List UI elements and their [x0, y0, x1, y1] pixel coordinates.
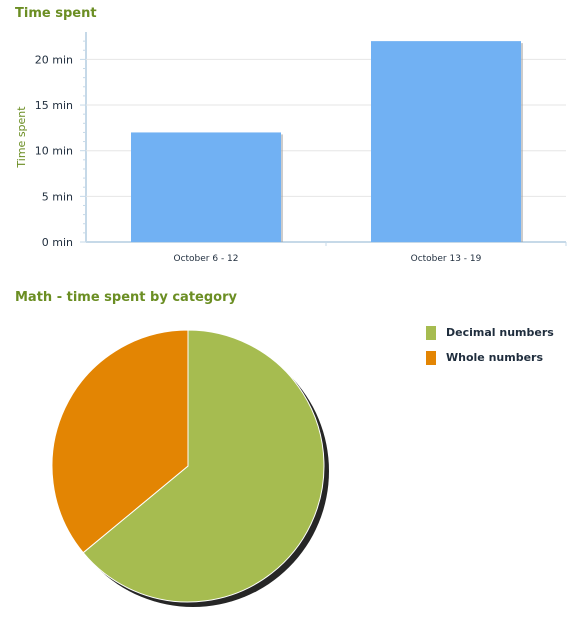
legend-label-whole: Whole numbers [446, 351, 544, 364]
bar-chart: 0 min 5 min 10 min 15 min 20 min Time spent Oc… [15, 32, 567, 264]
bar [371, 41, 521, 243]
legend-item-whole: Whole numbers [426, 345, 554, 370]
pie-slice [51, 329, 189, 554]
pie-chart [51, 329, 329, 607]
pie-legend: Decimal numbers Whole numbers [426, 320, 554, 370]
legend-swatch-decimal [426, 325, 436, 340]
y-tick-label: 20 min [35, 53, 73, 66]
y-tick-label: 10 min [35, 145, 73, 158]
y-tick-label: 15 min [35, 99, 73, 112]
y-tick-label: 5 min [42, 190, 73, 203]
x-tick-label: October 13 - 19 [411, 254, 482, 264]
pie-slice [82, 329, 325, 603]
legend-item-decimal: Decimal numbers [426, 320, 554, 345]
bar-chart-title: Time spent [15, 6, 97, 21]
legend-label-decimal: Decimal numbers [446, 326, 554, 339]
x-tick-label: October 6 - 12 [173, 254, 238, 264]
y-axis-label: Time spent [15, 106, 28, 169]
bar [131, 132, 281, 242]
y-tick-label: 0 min [42, 236, 73, 249]
legend-swatch-whole [426, 350, 436, 365]
pie-chart-title: Math - time spent by category [15, 290, 237, 305]
